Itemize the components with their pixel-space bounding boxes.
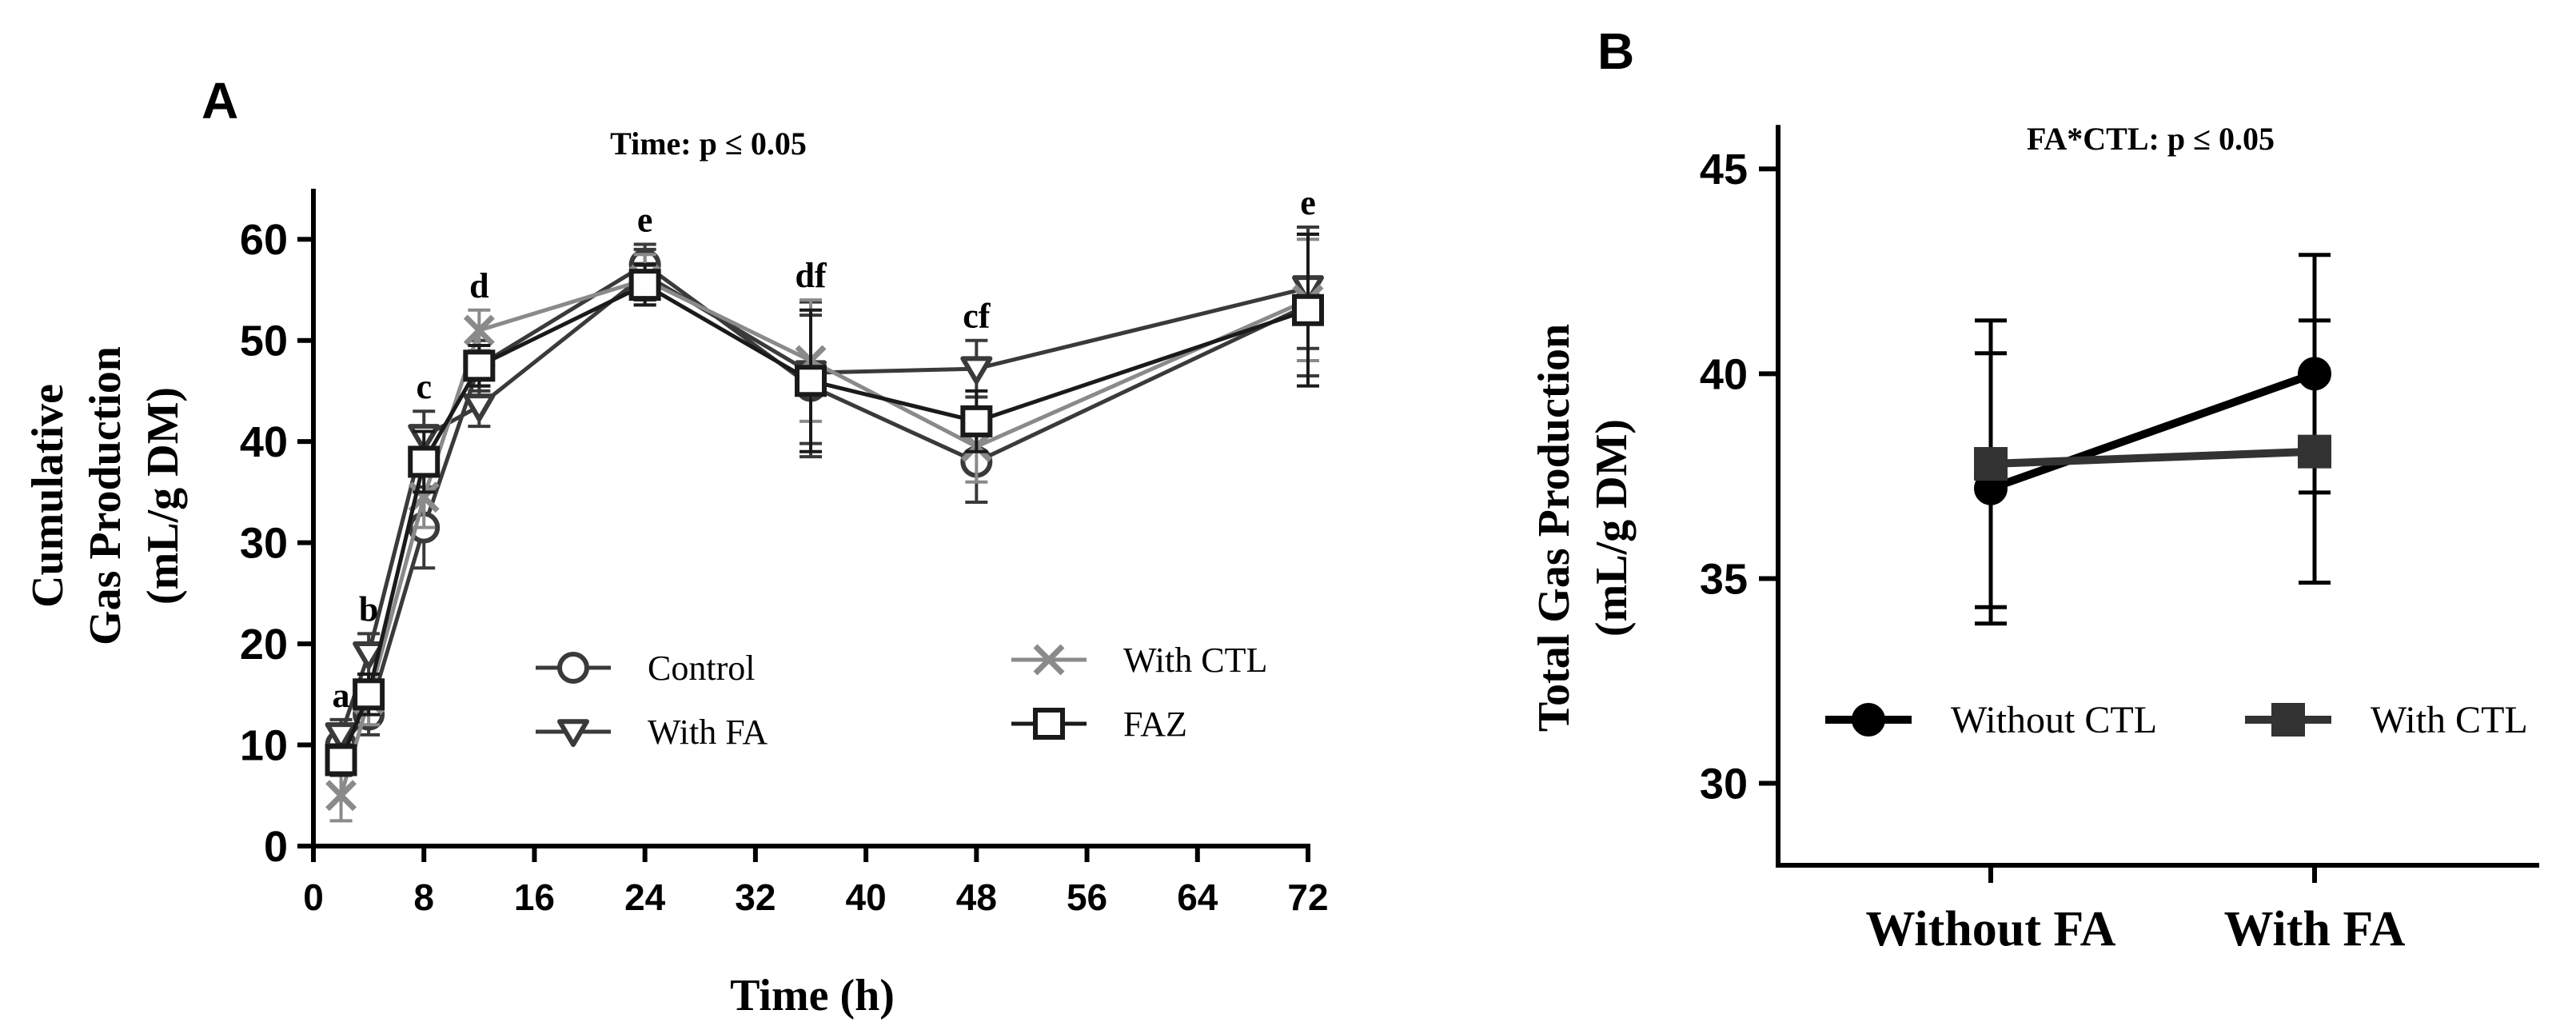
legend-label: With FA [648,713,768,752]
panel-a-point-faz [463,349,496,382]
panel-a-ylabel-line3: (mL/g DM) [138,387,188,605]
panel-a-point-with-fa [325,722,357,751]
panel-a-annotation: e [637,201,653,240]
panel-a-point-faz [1292,293,1324,326]
panel-a-y-tick-label: 60 [240,216,288,264]
panel-b-line-without-ctl [1989,369,2316,493]
panel-a-y-tick-label: 40 [240,418,288,466]
panel-a-x-tick-label: 24 [624,876,666,918]
panel-a-label: A [201,72,238,130]
panel-b-plot: 30 35 40 45 Without FA With FA Without CTL With… [1700,125,2539,956]
legend-marker [1852,703,1885,737]
legend-item-with-fa: With FA [536,713,768,752]
panel-a-line-faz [339,282,1309,761]
panel-a-annotation: df [795,256,827,295]
panel-a-annotation: b [359,589,378,629]
panel-a-x-tick-label: 8 [413,876,434,918]
panel-a-x-tick-label: 56 [1067,876,1107,918]
panel-b-ylabel-line2: (mL/g DM) [1587,419,1637,637]
panel-a-xlabel: Time (h) [730,971,895,1020]
panel-a-point-faz [353,678,385,711]
panel-b-y-tick-label: 35 [1700,555,1748,603]
panel-a-point-with-fa [353,641,385,669]
legend-marker [2271,703,2305,737]
panel-a-annotation: d [469,266,488,305]
legend-item-without-ctl: Without CTL [1825,699,2157,741]
legend-marker [1033,708,1065,740]
panel-a-annotation: a [333,676,350,715]
panel-a-ylabel-line1: Cumulative [23,384,73,608]
panel-a-x-tick-label: 0 [303,876,324,918]
panel-b-title: FA*CTL: p ≤ 0.05 [2027,121,2275,157]
panel-b-category-label: With FA [2224,902,2406,956]
panel-b-series-without-ctl [1974,253,2331,626]
panel-a-x-tick-label: 32 [735,876,776,918]
panel-a-x-tick-label: 48 [956,876,997,918]
panel-a-point-with-fa [960,356,993,385]
panel-a-line-with-fa [339,272,1309,736]
legend-label: With CTL [2371,699,2528,741]
panel-a-y-tick-label: 0 [264,823,288,871]
panel-a-x-tick-label: 40 [846,876,887,918]
legend-marker [557,719,589,748]
panel-a-point-faz [325,744,357,776]
panel-b-label: B [1597,22,1634,80]
legend-item-with-ctl: With CTL [2245,699,2528,741]
legend-label: Control [648,649,755,688]
panel-b-series-with-ctl [1974,318,2331,609]
panel-b-y-tick-label: 40 [1700,350,1748,398]
panel-a-title: Time: p ≤ 0.05 [610,126,807,162]
panel-a-ylabel-line2: Gas Production [81,346,130,645]
panel-a-x-tick-label: 16 [514,876,555,918]
legend-label: With CTL [1123,641,1267,680]
panel-b-y-tick-label: 45 [1700,146,1748,194]
panel-a-point-faz [628,269,661,301]
panel-a-line-with-ctl [339,277,1310,796]
legend-item-with-ctl: With CTL [1011,641,1267,680]
panel-b-point-with-ctl [2298,434,2331,469]
panel-a-point-faz [795,365,827,397]
legend-label: FAZ [1123,705,1187,744]
panel-b-line-with-ctl [1990,447,2315,469]
panel-b-y-tick-label: 30 [1700,761,1748,808]
legend-item-faz: FAZ [1011,705,1187,744]
legend-item-control: Control [536,649,755,688]
panel-a-annotation: e [1300,183,1316,222]
panel-a-series-control [325,232,1324,762]
panel-a-annotation: c [416,367,432,406]
panel-a-point-with-ctl [325,780,357,812]
panel-b-point-with-ctl [1974,447,2008,481]
panel-a-y-tick-label: 50 [240,317,288,365]
panel-a-point-with-ctl [463,314,495,346]
panel-a-y-tick-label: 20 [240,621,288,669]
panel-a-series-faz [325,232,1324,777]
panel-a-point-with-fa [463,393,496,422]
panel-a-point-faz [408,445,441,478]
panel-b-category-label: Without FA [1866,902,2116,956]
legend-marker [557,652,589,684]
panel-a-x-tick-label: 72 [1287,876,1328,918]
panel-a-plot: 0 10 20 30 40 50 60 0 8 16 24 32 40 48 56 64 72 a b c d e df cf… [240,183,1329,918]
panel-a-y-tick-label: 10 [240,722,288,770]
legend-marker [1033,644,1065,676]
panel-a-x-tick-label: 64 [1177,876,1218,918]
panel-a-y-tick-label: 30 [240,520,288,568]
legend-label: Without CTL [1951,699,2157,741]
panel-a-point-faz [960,405,993,437]
panel-a-annotation: cf [963,297,991,336]
panel-b-ylabel-line1: Total Gas Production [1529,324,1579,732]
